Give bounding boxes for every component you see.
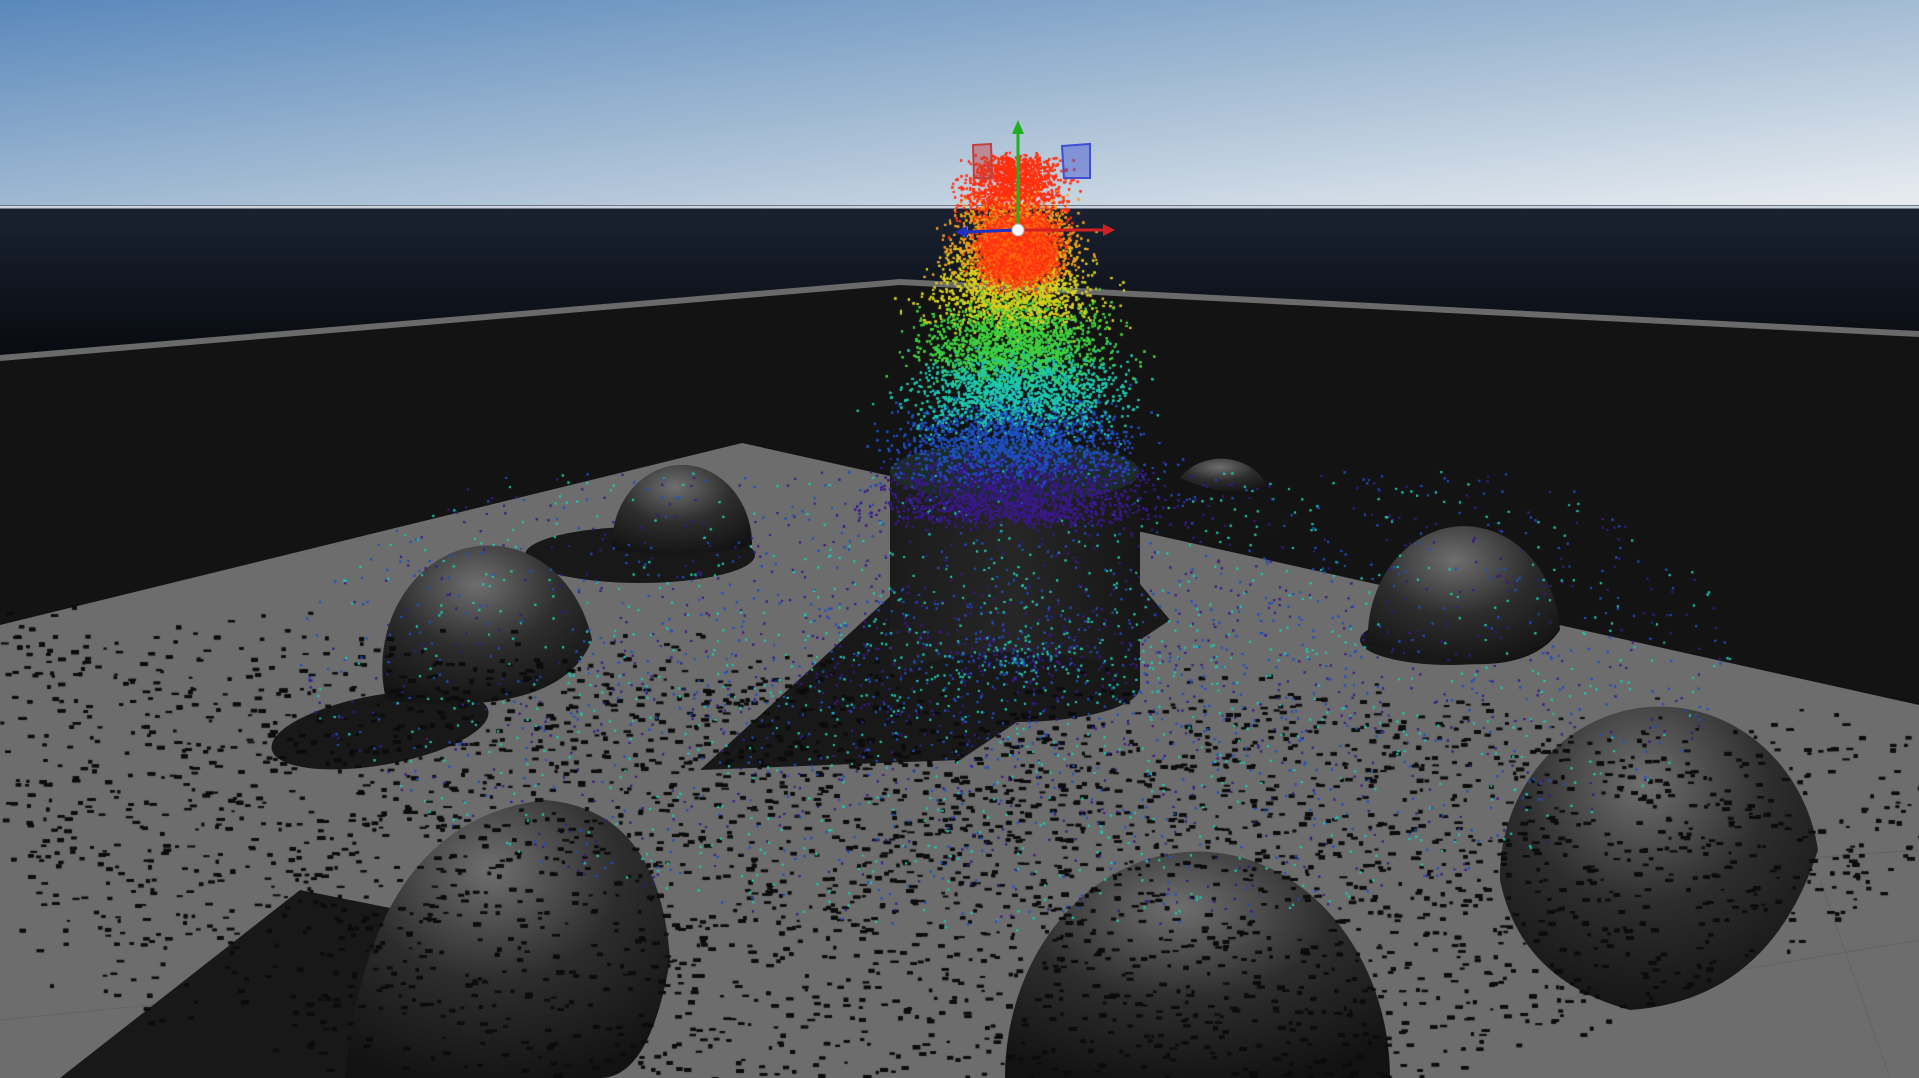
3d-viewport[interactable]: [0, 0, 1919, 1078]
particle-system: [0, 0, 1919, 1078]
